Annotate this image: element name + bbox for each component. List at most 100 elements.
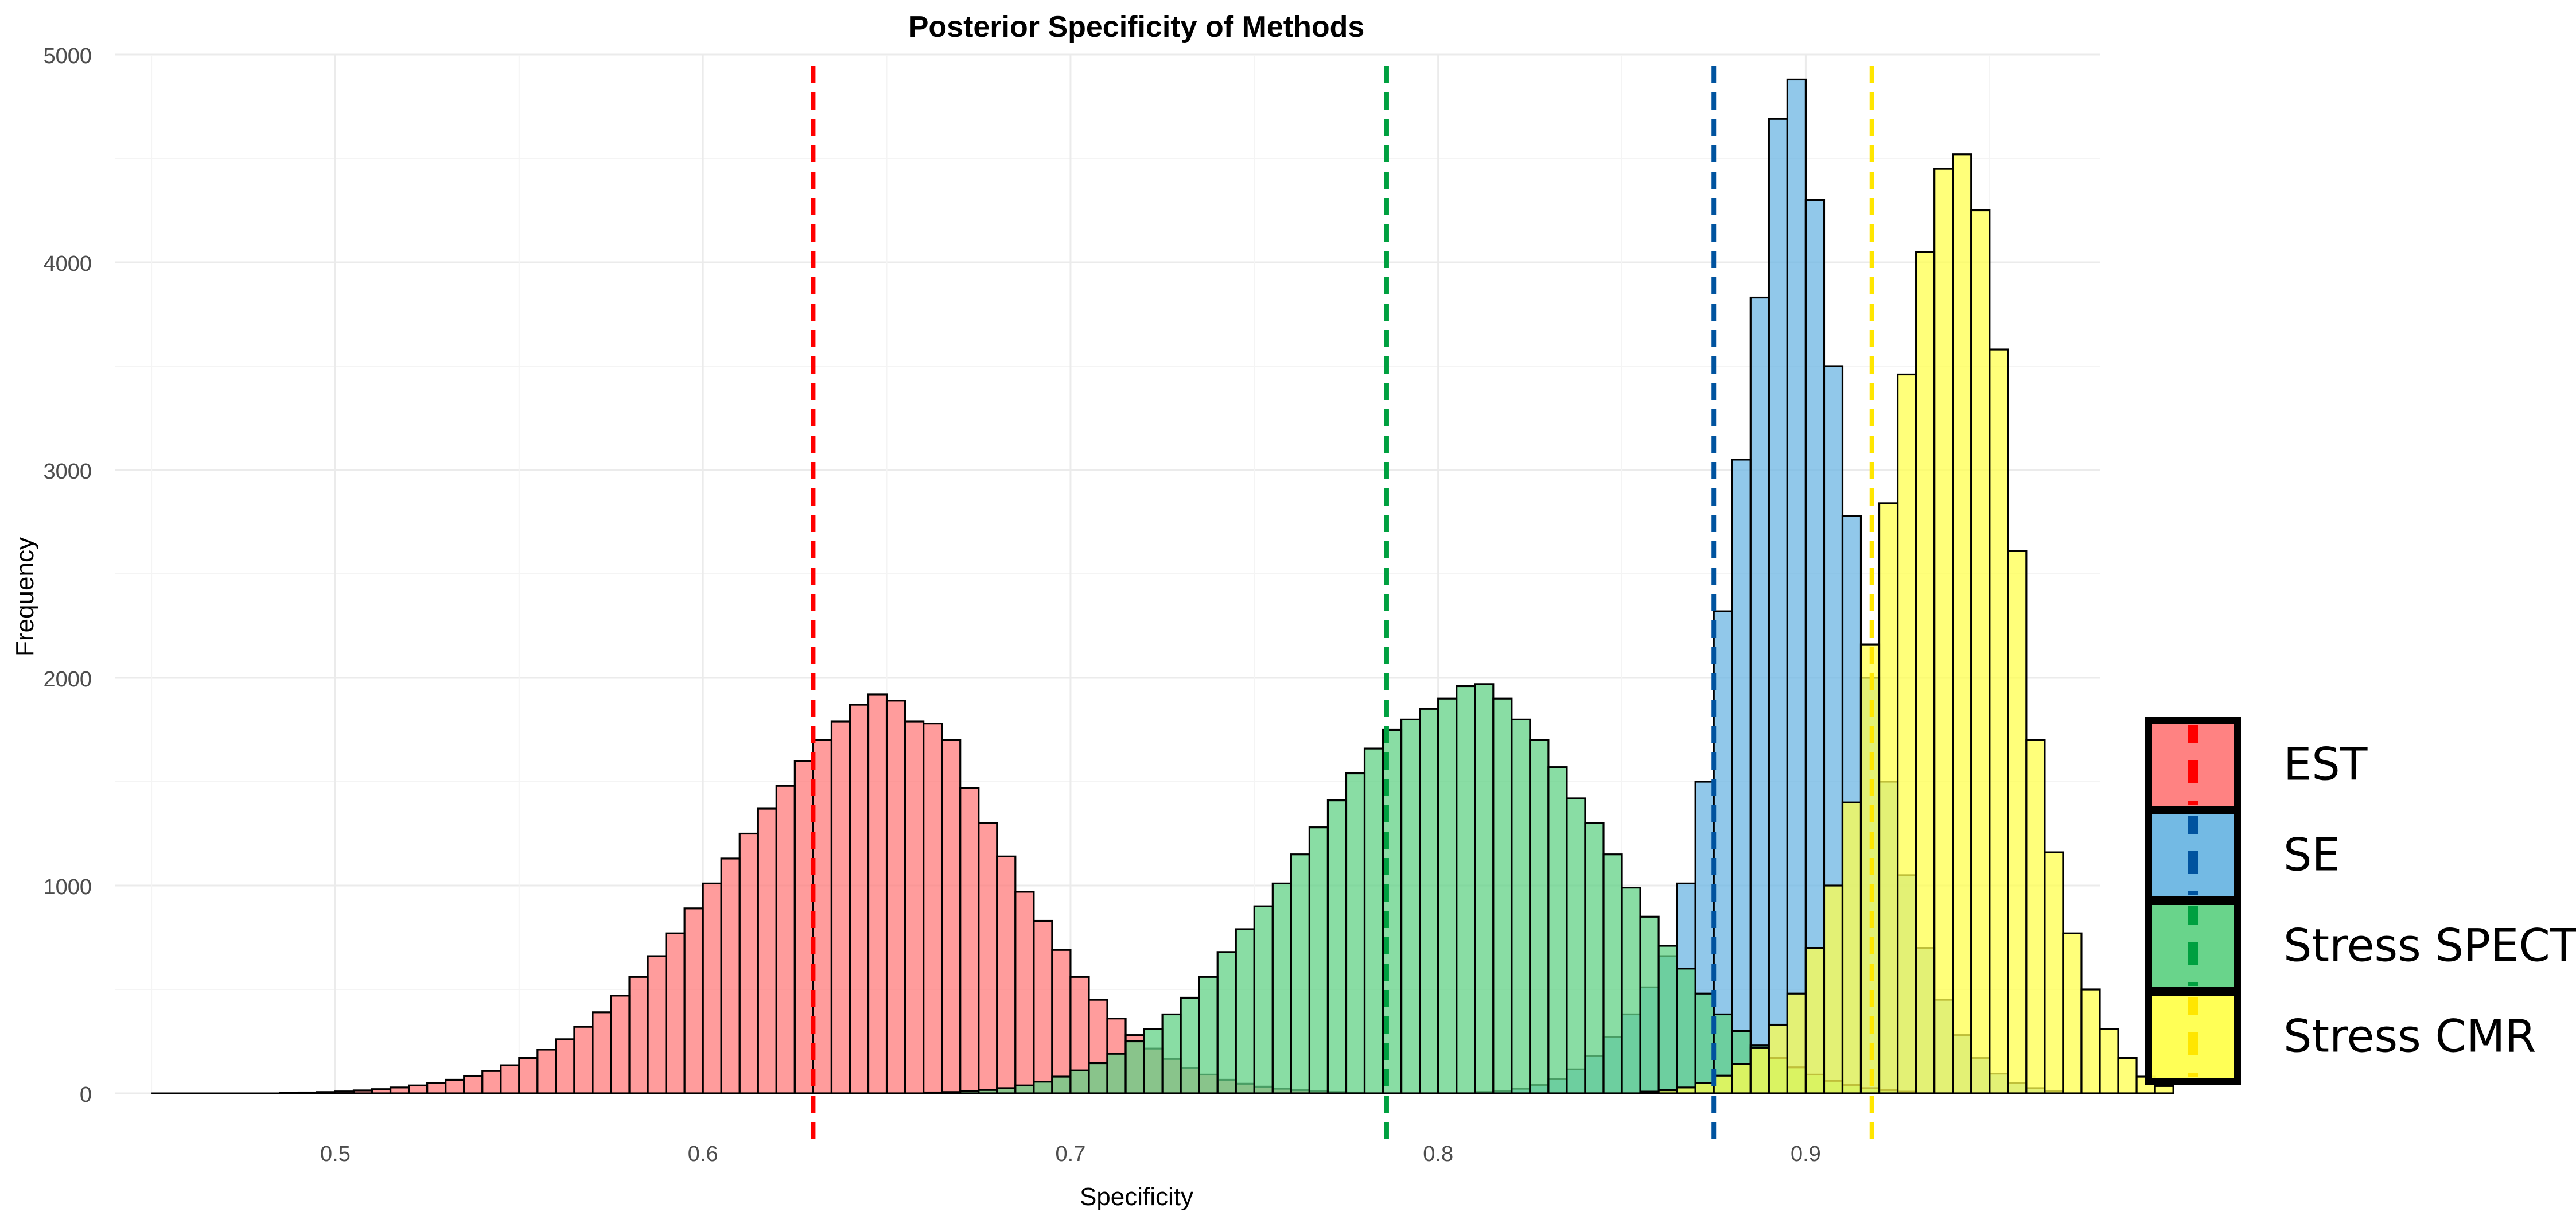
histogram-bar xyxy=(1051,1075,1072,1094)
histogram-bar xyxy=(481,1070,502,1094)
histogram-bar xyxy=(1308,826,1329,1094)
histogram-bar xyxy=(371,1088,392,1094)
histogram-bar xyxy=(1621,887,1641,1094)
histogram-bar xyxy=(1051,949,1072,1094)
histogram-bar xyxy=(1014,891,1035,1094)
histogram-bar xyxy=(1676,1086,1696,1094)
histogram-bar xyxy=(1749,1046,1770,1094)
x-tick-label: 0.5 xyxy=(320,1142,351,1166)
histogram-bar xyxy=(1694,1082,1715,1094)
histogram-bar xyxy=(1804,946,1826,1094)
histogram-bar xyxy=(1694,992,1715,1094)
y-axis-label: Frequency xyxy=(11,537,39,657)
histogram-bar xyxy=(1529,739,1550,1094)
chart-title: Posterior Specificity of Methods xyxy=(909,10,1365,44)
histogram-bar xyxy=(1088,1062,1108,1094)
histogram-bar xyxy=(1014,1084,1035,1094)
histogram-bar xyxy=(1363,747,1384,1094)
histogram-bar xyxy=(738,832,759,1094)
histogram-bar xyxy=(389,1086,410,1094)
histogram-bar xyxy=(941,739,962,1094)
histogram-bar xyxy=(941,1091,962,1094)
y-tick-label: 3000 xyxy=(43,460,92,484)
histogram-bar xyxy=(1657,1089,1678,1094)
histogram-bar xyxy=(1952,153,1972,1094)
histogram-bar xyxy=(1896,373,1917,1094)
histogram-bar xyxy=(573,1026,594,1094)
legend-key xyxy=(2145,898,2241,994)
histogram-bar xyxy=(978,822,998,1094)
histogram-bar xyxy=(2117,1057,2138,1094)
histogram-bar xyxy=(1198,976,1219,1094)
histogram-bar xyxy=(1657,945,1678,1094)
histogram-bar xyxy=(610,995,631,1094)
histogram-bar xyxy=(702,882,722,1094)
histogram-bar xyxy=(1878,502,1899,1094)
histogram-bar xyxy=(1400,718,1421,1094)
histogram-bar xyxy=(555,1038,575,1094)
histogram-bar xyxy=(1456,685,1476,1094)
histogram-bar xyxy=(1731,1063,1752,1094)
legend-label: Stress CMR xyxy=(2283,1011,2536,1063)
histogram-bar xyxy=(536,1049,557,1094)
histogram-bar xyxy=(407,1084,429,1094)
legend-key xyxy=(2145,717,2241,813)
histogram-bar xyxy=(720,857,741,1094)
histogram-bar xyxy=(2154,1085,2174,1094)
histogram-bar xyxy=(1786,992,1807,1094)
y-tick-label: 5000 xyxy=(43,44,92,68)
y-tick-label: 4000 xyxy=(43,252,92,276)
histogram-bar xyxy=(849,704,870,1094)
histogram-bar xyxy=(812,739,833,1094)
legend-key xyxy=(2145,807,2241,903)
histogram-bar xyxy=(352,1089,373,1094)
histogram-bar xyxy=(1345,772,1366,1094)
histogram-bar xyxy=(426,1082,447,1094)
histogram-bar xyxy=(1731,459,1752,1094)
histogram-bar xyxy=(518,1057,539,1094)
histogram-bar xyxy=(885,700,906,1094)
histogram-bar xyxy=(1069,1069,1090,1094)
histogram-bar xyxy=(1216,951,1237,1094)
histogram-bar xyxy=(683,907,704,1094)
histogram-bar xyxy=(1970,209,1991,1094)
histogram-bar xyxy=(592,1011,612,1094)
histogram-bar xyxy=(2007,550,2028,1094)
histogram-bar xyxy=(1437,697,1458,1094)
histogram-bar xyxy=(1768,118,1788,1094)
histogram-bar xyxy=(1713,1074,1733,1094)
histogram-bar xyxy=(1547,766,1568,1094)
histogram-bar xyxy=(463,1074,484,1094)
x-tick-label: 0.7 xyxy=(1056,1142,1086,1166)
x-axis-label: Specificity xyxy=(1080,1183,1193,1211)
histogram-bar xyxy=(1290,853,1311,1094)
histogram-bar xyxy=(996,855,1017,1094)
x-tick-label: 0.6 xyxy=(688,1142,718,1166)
x-tick-label: 0.8 xyxy=(1423,1142,1453,1166)
histogram-bar xyxy=(959,787,980,1094)
histogram-bar xyxy=(1841,801,1862,1094)
histogram-bar xyxy=(1271,882,1292,1094)
histogram-bar xyxy=(1768,1023,1788,1094)
histogram-bar xyxy=(1584,822,1605,1094)
histogram-bar xyxy=(334,1090,355,1094)
legend: EST SE Stress SPECT Stress CMR xyxy=(2145,717,2576,1085)
histogram-bar xyxy=(2025,739,2046,1094)
histogram-bar xyxy=(1639,1090,1660,1094)
y-tick-label: 0 xyxy=(80,1083,92,1107)
histogram-bar xyxy=(793,760,815,1094)
histogram-bar xyxy=(1326,799,1348,1094)
series-stress-cmr xyxy=(1639,153,2174,1094)
histogram-bar xyxy=(1161,1013,1182,1094)
histogram-bar xyxy=(1180,996,1200,1094)
histogram-bar xyxy=(1419,708,1439,1094)
histogram-bar xyxy=(867,693,888,1094)
legend-label: SE xyxy=(2283,830,2340,882)
histogram-bar xyxy=(1106,1053,1127,1094)
histogram-bar xyxy=(1511,718,1531,1094)
histogram-bar xyxy=(665,932,686,1094)
histogram-bar xyxy=(445,1078,465,1094)
histogram-bar xyxy=(2062,932,2083,1094)
